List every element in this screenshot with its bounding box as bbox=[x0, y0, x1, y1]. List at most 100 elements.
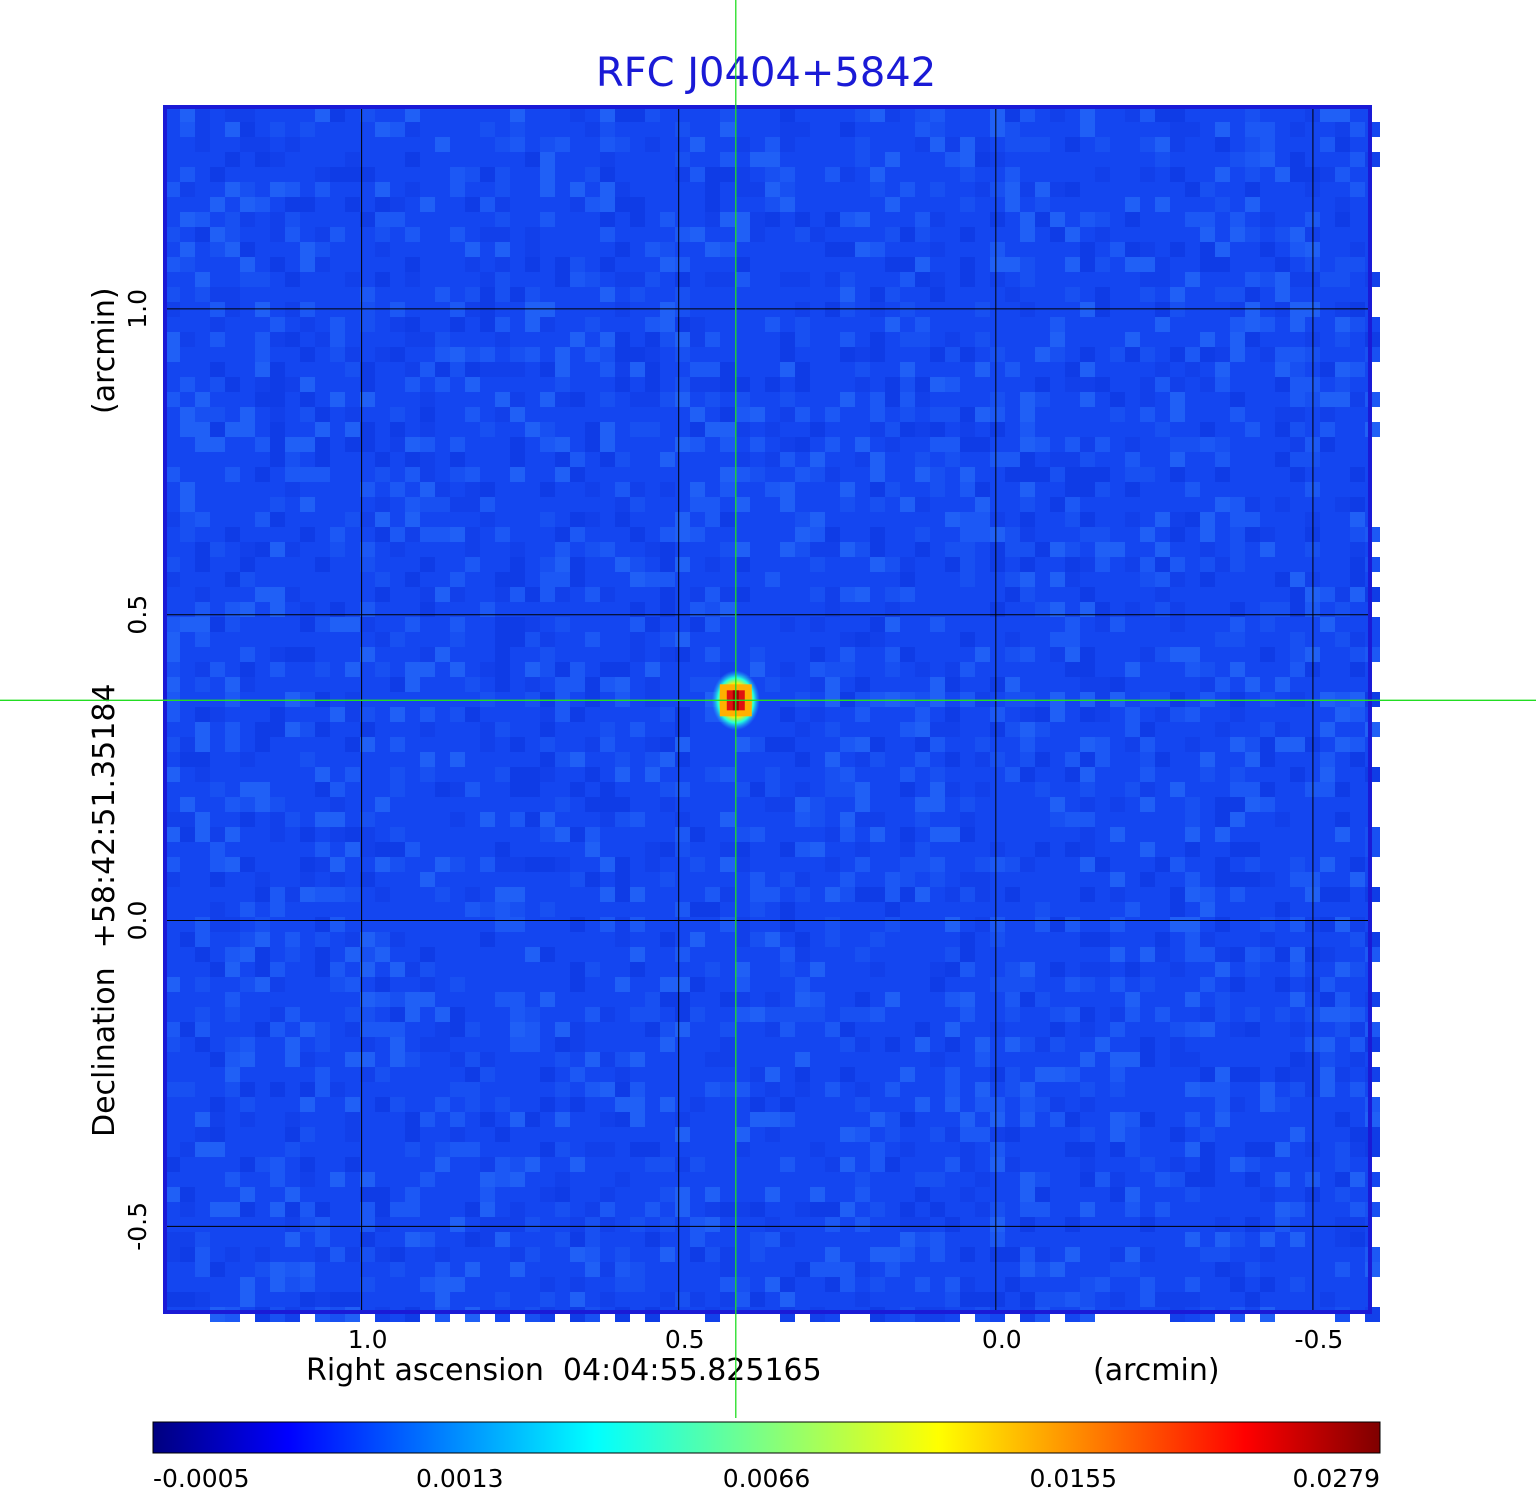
noise-pixel bbox=[840, 302, 855, 317]
noise-pixel bbox=[1260, 722, 1275, 737]
noise-pixel bbox=[180, 1067, 195, 1082]
noise-pixel bbox=[945, 332, 960, 347]
noise-pixel bbox=[840, 767, 855, 782]
noise-pixel bbox=[285, 197, 300, 212]
noise-pixel bbox=[270, 377, 285, 392]
noise-pixel bbox=[195, 287, 210, 302]
noise-pixel bbox=[1335, 1262, 1350, 1277]
noise-pixel bbox=[1050, 872, 1065, 887]
noise-pixel bbox=[330, 542, 345, 557]
noise-pixel bbox=[1260, 347, 1275, 362]
noise-pixel bbox=[885, 1157, 900, 1172]
y-axis-unit: (arcmin) bbox=[87, 287, 122, 414]
noise-pixel bbox=[1290, 1232, 1305, 1247]
noise-pixel bbox=[1065, 437, 1080, 452]
noise-pixel bbox=[615, 1082, 630, 1097]
noise-pixel bbox=[345, 887, 360, 902]
noise-pixel bbox=[1215, 257, 1230, 272]
noise-pixel bbox=[300, 497, 315, 512]
noise-pixel bbox=[1350, 1007, 1365, 1022]
noise-pixel bbox=[1320, 917, 1335, 932]
noise-pixel bbox=[330, 377, 345, 392]
noise-pixel bbox=[1140, 692, 1155, 707]
noise-pixel bbox=[255, 1022, 270, 1037]
noise-pixel bbox=[1185, 182, 1200, 197]
noise-pixel bbox=[960, 887, 975, 902]
noise-pixel bbox=[360, 947, 375, 962]
noise-pixel bbox=[870, 317, 885, 332]
noise-pixel bbox=[315, 887, 330, 902]
noise-pixel bbox=[585, 512, 600, 527]
noise-pixel bbox=[1230, 407, 1245, 422]
noise-pixel bbox=[750, 1112, 765, 1127]
noise-pixel bbox=[885, 647, 900, 662]
noise-pixel bbox=[1140, 272, 1155, 287]
noise-pixel bbox=[315, 692, 330, 707]
noise-pixel bbox=[1335, 302, 1350, 317]
noise-pixel bbox=[825, 887, 840, 902]
noise-pixel bbox=[435, 992, 450, 1007]
noise-pixel bbox=[405, 1127, 420, 1142]
noise-pixel bbox=[1170, 317, 1185, 332]
noise-pixel bbox=[675, 977, 690, 992]
noise-pixel bbox=[660, 1037, 675, 1052]
noise-pixel bbox=[615, 452, 630, 467]
noise-pixel bbox=[315, 512, 330, 527]
noise-pixel bbox=[240, 257, 255, 272]
noise-pixel bbox=[690, 1052, 705, 1067]
noise-pixel bbox=[990, 1157, 1005, 1172]
noise-pixel bbox=[795, 317, 810, 332]
noise-pixel bbox=[705, 1217, 720, 1232]
noise-pixel bbox=[240, 242, 255, 257]
noise-pixel bbox=[780, 1097, 795, 1112]
noise-pixel bbox=[705, 422, 720, 437]
noise-pixel bbox=[855, 812, 870, 827]
noise-pixel bbox=[1080, 707, 1095, 722]
noise-pixel bbox=[765, 1277, 780, 1292]
noise-pixel bbox=[1245, 692, 1260, 707]
noise-pixel bbox=[705, 842, 720, 857]
noise-pixel bbox=[165, 347, 180, 362]
noise-pixel bbox=[180, 107, 195, 122]
noise-pixel bbox=[615, 1067, 630, 1082]
noise-pixel bbox=[615, 617, 630, 632]
noise-pixel bbox=[870, 422, 885, 437]
noise-pixel bbox=[1215, 197, 1230, 212]
noise-pixel bbox=[1140, 512, 1155, 527]
noise-pixel bbox=[795, 362, 810, 377]
noise-pixel bbox=[990, 257, 1005, 272]
noise-pixel bbox=[765, 767, 780, 782]
noise-pixel bbox=[540, 302, 555, 317]
noise-pixel bbox=[1260, 917, 1275, 932]
noise-pixel bbox=[900, 1232, 915, 1247]
noise-pixel bbox=[1080, 392, 1095, 407]
noise-pixel bbox=[420, 752, 435, 767]
noise-pixel bbox=[1245, 167, 1260, 182]
noise-pixel bbox=[750, 332, 765, 347]
noise-pixel bbox=[1215, 617, 1230, 632]
noise-pixel bbox=[840, 1217, 855, 1232]
noise-pixel bbox=[645, 992, 660, 1007]
noise-pixel bbox=[840, 1007, 855, 1022]
y-tick-label: 0.0 bbox=[123, 901, 152, 941]
noise-pixel bbox=[600, 1052, 615, 1067]
noise-pixel bbox=[915, 1022, 930, 1037]
noise-pixel bbox=[1200, 902, 1215, 917]
noise-pixel bbox=[345, 347, 360, 362]
noise-pixel bbox=[270, 407, 285, 422]
noise-pixel bbox=[840, 1127, 855, 1142]
noise-pixel bbox=[720, 167, 735, 182]
noise-pixel bbox=[1185, 842, 1200, 857]
noise-pixel bbox=[570, 272, 585, 287]
noise-pixel bbox=[480, 347, 495, 362]
noise-pixel bbox=[735, 212, 750, 227]
noise-pixel bbox=[180, 212, 195, 227]
noise-pixel bbox=[360, 1097, 375, 1112]
noise-pixel bbox=[720, 212, 735, 227]
noise-pixel bbox=[675, 557, 690, 572]
noise-pixel bbox=[675, 962, 690, 977]
noise-pixel bbox=[675, 902, 690, 917]
noise-pixel bbox=[540, 932, 555, 947]
noise-pixel bbox=[195, 812, 210, 827]
noise-pixel bbox=[1245, 1157, 1260, 1172]
